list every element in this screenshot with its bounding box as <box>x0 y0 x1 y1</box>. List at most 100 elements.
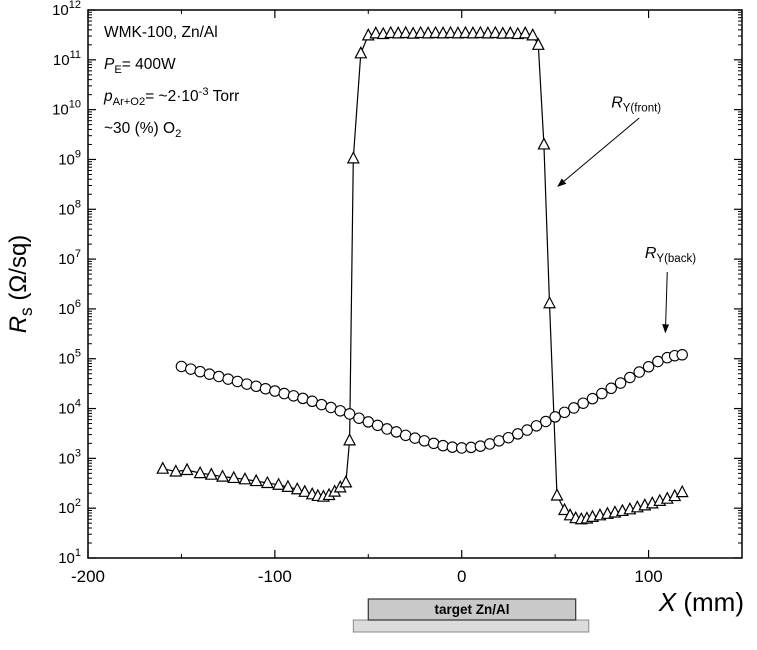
triangle-marker <box>290 481 304 495</box>
y-axis-label: Rs (Ω/sq) <box>5 235 36 334</box>
triangle-marker <box>414 25 428 39</box>
circle-marker <box>250 380 262 393</box>
triangle-marker <box>537 137 551 150</box>
circle-marker <box>568 402 580 414</box>
circle-marker <box>624 371 636 384</box>
x-tick-label: -200 <box>71 567 105 586</box>
y-tick-label: 109 <box>58 148 81 168</box>
triangle-marker <box>180 462 194 476</box>
triangle-marker <box>543 295 557 309</box>
y-tick-label: 108 <box>58 198 81 218</box>
triangle-marker <box>369 26 383 39</box>
ticks <box>87 9 743 559</box>
circle-marker <box>194 365 206 378</box>
circle-marker <box>642 361 655 373</box>
circle-marker <box>278 387 290 400</box>
circle-marker <box>614 377 627 389</box>
circle-marker <box>287 390 300 402</box>
info-line: pAr+O2= ~2·10-3 Torr <box>103 86 239 108</box>
triangle-marker <box>354 46 368 59</box>
info-box: WMK-100, Zn/Al PE= 400W pAr+O2= ~2·10-3 To… <box>103 24 239 140</box>
triangle-marker <box>238 472 252 485</box>
triangle-marker <box>193 465 207 479</box>
y-tick-label: 106 <box>58 298 81 318</box>
triangle-marker <box>216 469 230 482</box>
triangle-marker <box>281 479 295 492</box>
triangle-marker <box>204 467 218 480</box>
triangle-marker <box>156 461 170 474</box>
target-base <box>352 619 590 633</box>
triangle-marker <box>429 25 443 39</box>
annotation-label: RY(front) <box>611 95 661 115</box>
target-bar <box>367 598 577 621</box>
triangle-marker <box>675 484 689 498</box>
info-line: PE= 400W <box>104 56 176 76</box>
y-tick-label: 103 <box>58 447 81 467</box>
circle-marker <box>259 382 272 395</box>
x-tick-label: -100 <box>258 567 292 586</box>
series-triangle <box>156 25 689 525</box>
y-tick-label: 1012 <box>52 0 81 19</box>
circle-marker <box>315 398 328 411</box>
y-tick-label: 102 <box>58 497 81 517</box>
triangle-marker <box>249 473 263 487</box>
triangle-marker <box>518 26 532 39</box>
triangle-marker <box>458 25 472 39</box>
circle-marker <box>558 406 571 419</box>
circle-marker <box>446 441 459 453</box>
triangle-marker <box>399 25 413 39</box>
y-tick-label: 105 <box>58 348 81 368</box>
series <box>156 25 689 525</box>
triangle-marker <box>444 25 457 39</box>
circle-marker <box>297 392 309 405</box>
annotation-R_Y(front): RY(front) <box>557 95 661 187</box>
triangle-marker <box>473 25 487 39</box>
annotation-arrow <box>662 272 670 334</box>
y-tick-label: 104 <box>58 398 81 418</box>
circle-marker <box>185 363 197 375</box>
x-axis-label: X (mm) <box>658 587 744 617</box>
info-line: ~30 (%) O2 <box>104 120 181 140</box>
annotation-arrow <box>557 117 640 187</box>
triangle-marker <box>503 26 517 39</box>
circle-marker <box>540 415 552 428</box>
target-label: target Zn/Al <box>434 602 509 617</box>
x-tick-label: 0 <box>457 567 466 586</box>
circle-marker <box>269 385 281 397</box>
circle-marker <box>521 424 533 436</box>
circle-marker <box>418 435 431 447</box>
circle-marker <box>586 392 599 405</box>
circle-marker <box>676 349 688 361</box>
triangle-marker <box>339 475 353 488</box>
circle-marker <box>175 360 188 373</box>
triangle-marker <box>550 488 564 501</box>
plot-frame <box>87 9 743 559</box>
triangle-marker <box>346 151 360 164</box>
circle-marker <box>222 373 234 385</box>
circle-marker <box>409 432 421 444</box>
circle-marker <box>343 408 356 420</box>
target-sketch: target Zn/Al <box>352 598 590 633</box>
y-tick-label: 1011 <box>53 49 81 69</box>
circle-marker <box>241 378 253 390</box>
series-circle <box>175 349 688 454</box>
triangle-marker <box>488 25 502 39</box>
circle-marker <box>596 387 608 400</box>
triangle-marker <box>272 477 286 490</box>
circle-marker <box>530 420 543 432</box>
circle-marker <box>437 439 449 452</box>
annotation-label: RY(back) <box>645 245 696 265</box>
x-tick-label: 100 <box>634 567 662 586</box>
circle-marker <box>203 368 216 380</box>
circle-marker <box>427 437 440 450</box>
annotation-R_Y(back): RY(back) <box>645 245 696 334</box>
circle-marker <box>213 370 225 383</box>
circle-marker <box>605 382 617 395</box>
triangle-marker <box>260 475 274 489</box>
y-tick-label: 101 <box>58 547 81 567</box>
circle-marker <box>633 366 645 378</box>
triangle-marker <box>526 28 540 41</box>
